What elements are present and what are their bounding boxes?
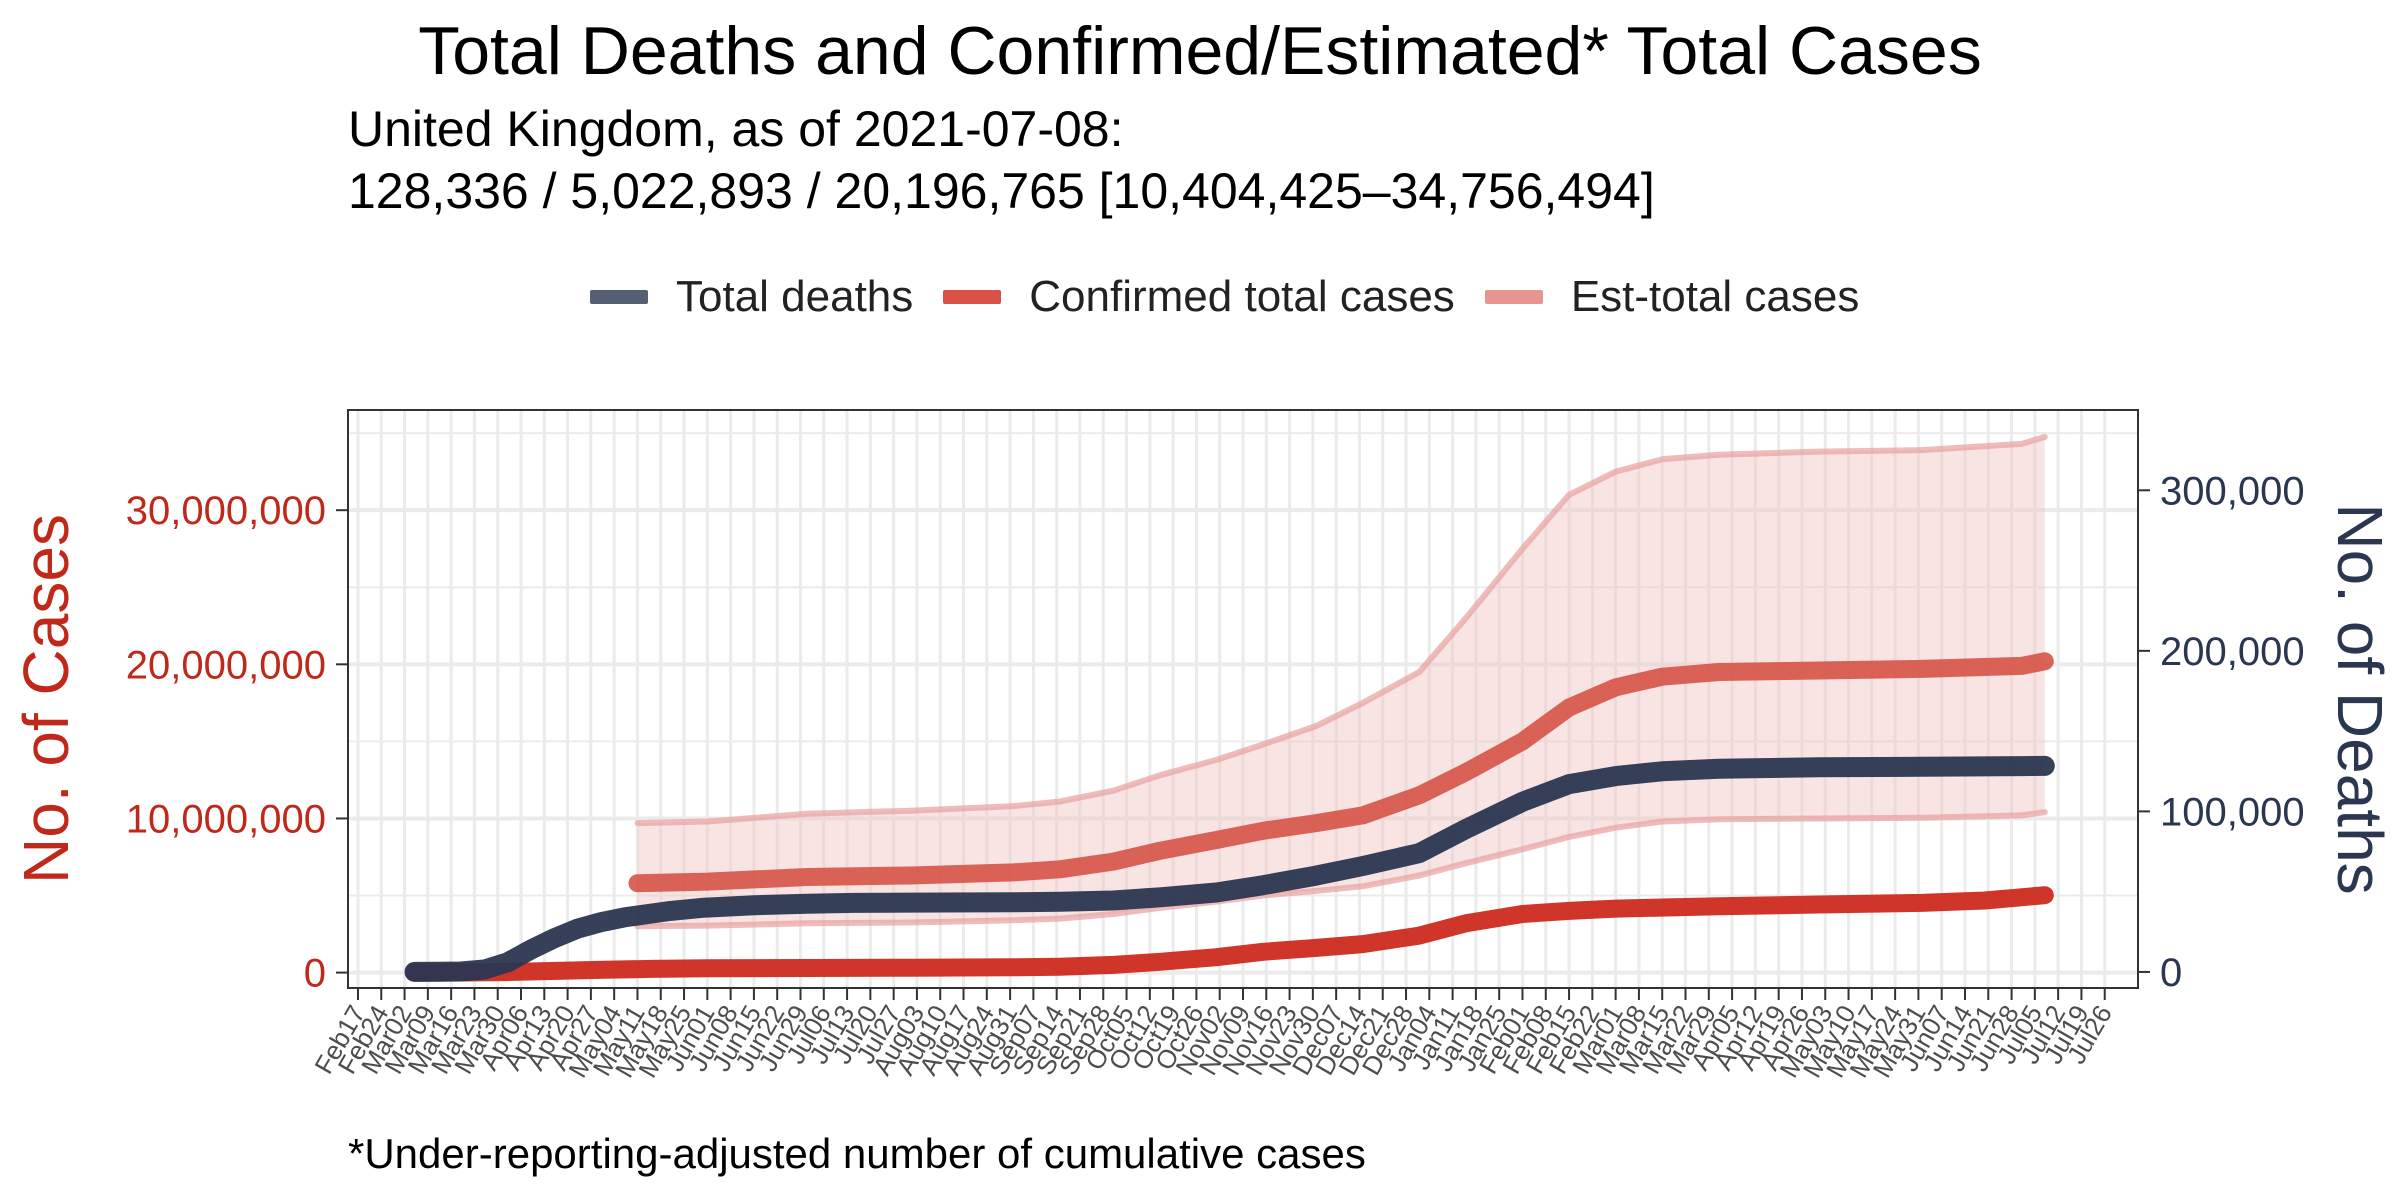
y-left-axis-title: No. of Cases <box>10 514 82 884</box>
series-line-confirmed-cases <box>405 886 2054 982</box>
legend-key-estimated <box>1484 290 1543 304</box>
y-left-tick-label: 10,000,000 <box>126 797 326 841</box>
y-right-tick-label: 300,000 <box>2160 469 2305 513</box>
legend-item-deaths: Total deaths <box>590 272 913 322</box>
y-right-tick-label: 0 <box>2160 951 2182 995</box>
y-right-tick-label: 200,000 <box>2160 630 2305 674</box>
chart-caption: *Under-reporting-adjusted number of cumu… <box>348 1130 1366 1177</box>
chart-subtitle: United Kingdom, as of 2021-07-08: 128,33… <box>348 98 1655 222</box>
legend-label-estimated: Est-total cases <box>1570 272 1860 321</box>
series-line-est-total-cases <box>628 652 2054 893</box>
subtitle-line-1: United Kingdom, as of 2021-07-08: <box>348 101 1124 157</box>
y-left-tick-label: 0 <box>304 952 326 996</box>
y-left-tick-label: 30,000,000 <box>126 489 326 533</box>
chart-legend: Total deaths Confirmed total cases Est-t… <box>590 272 1889 322</box>
legend-item-estimated: Est-total cases <box>1484 272 1860 322</box>
legend-key-confirmed <box>943 290 1002 304</box>
est-band-area <box>637 436 2045 927</box>
y-left-tick-label: 20,000,000 <box>126 643 326 687</box>
y-right-axis-title: No. of Deaths <box>2324 503 2396 894</box>
legend-label-confirmed: Confirmed total cases <box>1029 272 1455 321</box>
legend-label-deaths: Total deaths <box>676 272 914 321</box>
subtitle-line-2: 128,336 / 5,022,893 / 20,196,765 [10,404… <box>348 163 1655 219</box>
chart-title: Total Deaths and Confirmed/Estimated* To… <box>418 13 1982 89</box>
est-band-upper-line <box>634 433 2048 827</box>
legend-item-confirmed: Confirmed total cases <box>943 272 1455 322</box>
y-right-tick-label: 100,000 <box>2160 790 2305 834</box>
series-line-total-deaths <box>404 755 2055 982</box>
legend-key-deaths <box>590 290 648 304</box>
est-band-lower-line <box>634 809 2048 930</box>
